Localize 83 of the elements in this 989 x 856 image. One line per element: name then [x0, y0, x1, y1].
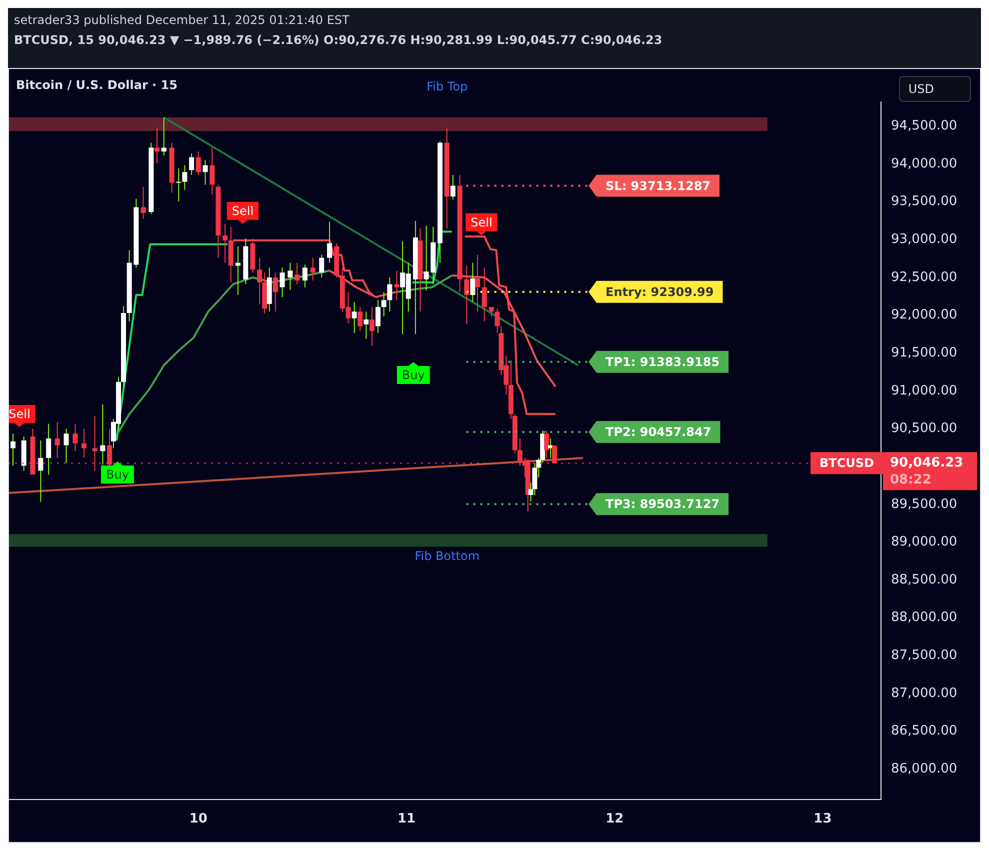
annotation: Sell	[470, 215, 492, 230]
ref-line-label: SL: 93713.1287	[606, 178, 711, 193]
candlestick	[235, 246, 240, 296]
y-tick-label: 94,500.00	[891, 118, 958, 134]
candlestick	[81, 428, 86, 458]
annotation: Sell	[8, 407, 30, 422]
text: USD	[899, 76, 971, 102]
candlestick	[154, 128, 160, 164]
candlestick	[381, 292, 386, 317]
candlestick	[310, 257, 316, 282]
candlestick	[387, 276, 392, 312]
candlestick	[544, 430, 550, 458]
candlestick	[182, 164, 188, 190]
candlestick	[376, 300, 381, 334]
y-tick-label: 93,000.00	[891, 232, 958, 248]
candlestick	[272, 272, 278, 312]
candlestick	[369, 306, 374, 346]
y-tick-label: 93,500.00	[891, 194, 958, 210]
y-tick-label: 92,000.00	[891, 308, 958, 323]
candlestick	[327, 221, 332, 264]
candlestick	[10, 433, 16, 466]
candlestick	[450, 174, 456, 200]
text: 90,046.23	[890, 455, 964, 470]
candlestick	[358, 306, 363, 332]
candlestick	[294, 262, 300, 285]
chart-title: Bitcoin / U.S. Dollar · 15	[16, 78, 178, 92]
ref-line-label: TP2: 90457.847	[606, 425, 712, 440]
candlestick	[210, 147, 215, 196]
y-tick-label: 91,000.00	[891, 383, 958, 398]
y-tick-label: 87,500.00	[891, 648, 958, 664]
y-tick-label: 86,000.00	[891, 762, 958, 777]
candlestick	[470, 262, 476, 302]
candlestick	[38, 440, 44, 502]
ref-line-label: TP3: 89503.7127	[606, 497, 720, 512]
candlestick	[364, 311, 369, 340]
band-label: Fib Bottom	[414, 548, 480, 563]
y-tick-label: 91,500.00	[891, 346, 958, 360]
annotation: Buy	[106, 468, 129, 482]
y-tick-label: 89,500.00	[891, 496, 958, 512]
candlestick	[394, 270, 400, 301]
candlestick	[140, 186, 146, 220]
candlestick	[474, 254, 480, 312]
candlestick	[100, 404, 106, 466]
y-tick-label: 88,000.00	[891, 610, 958, 626]
candlestick	[280, 267, 285, 298]
ref-line-label: TP1: 91383.9185	[606, 355, 720, 370]
candlestick	[72, 423, 78, 452]
candlestick	[54, 421, 60, 458]
candlestick	[176, 168, 182, 202]
x-tick-label: 10	[189, 812, 208, 827]
candlestick	[196, 151, 201, 176]
candlestick	[161, 116, 166, 156]
candlestick	[494, 308, 500, 334]
y-tick-label: 89,000.00	[891, 534, 958, 550]
candlestick	[202, 160, 208, 186]
y-tick-label: 92,500.00	[891, 270, 958, 285]
y-tick-label: 88,500.00	[891, 572, 958, 588]
band-label: Fib Top	[426, 80, 468, 94]
x-tick-label: 12	[606, 812, 624, 827]
ref-line-label: Entry: 92309.99	[606, 284, 714, 299]
candlestick	[352, 301, 357, 334]
text: 08:22	[890, 472, 932, 488]
candlestick	[288, 262, 293, 291]
x-tick-label: 11	[397, 812, 416, 827]
annotation: Buy	[402, 368, 425, 382]
y-tick-label: 86,500.00	[891, 724, 958, 739]
candlestick	[257, 257, 262, 304]
candlestick	[189, 152, 194, 176]
candlestick	[319, 254, 324, 278]
candlestick	[222, 223, 228, 264]
x-tick-label: 13	[814, 812, 832, 827]
candlestick	[46, 423, 52, 476]
text: setrader33 published December 11, 2025 01:21:40 EST	[14, 12, 350, 29]
candlestick	[464, 265, 470, 325]
y-tick-label: 90,500.00	[891, 421, 958, 436]
chart-subtitle: BTCUSD, 15 90,046.23 ▼ −1,989.76 (−2.16%) O:90,276.76 H:90,281.99 L:90,045.77 C:90,046.23	[14, 32, 664, 49]
y-tick-label: 87,000.00	[891, 686, 958, 701]
annotation: Sell	[232, 204, 254, 218]
candlestick	[302, 264, 308, 288]
ref-line-label: BTCUSD	[820, 456, 874, 470]
candlestick	[482, 267, 487, 322]
y-tick-label: 94,000.00	[891, 156, 958, 172]
candlestick	[64, 428, 69, 464]
